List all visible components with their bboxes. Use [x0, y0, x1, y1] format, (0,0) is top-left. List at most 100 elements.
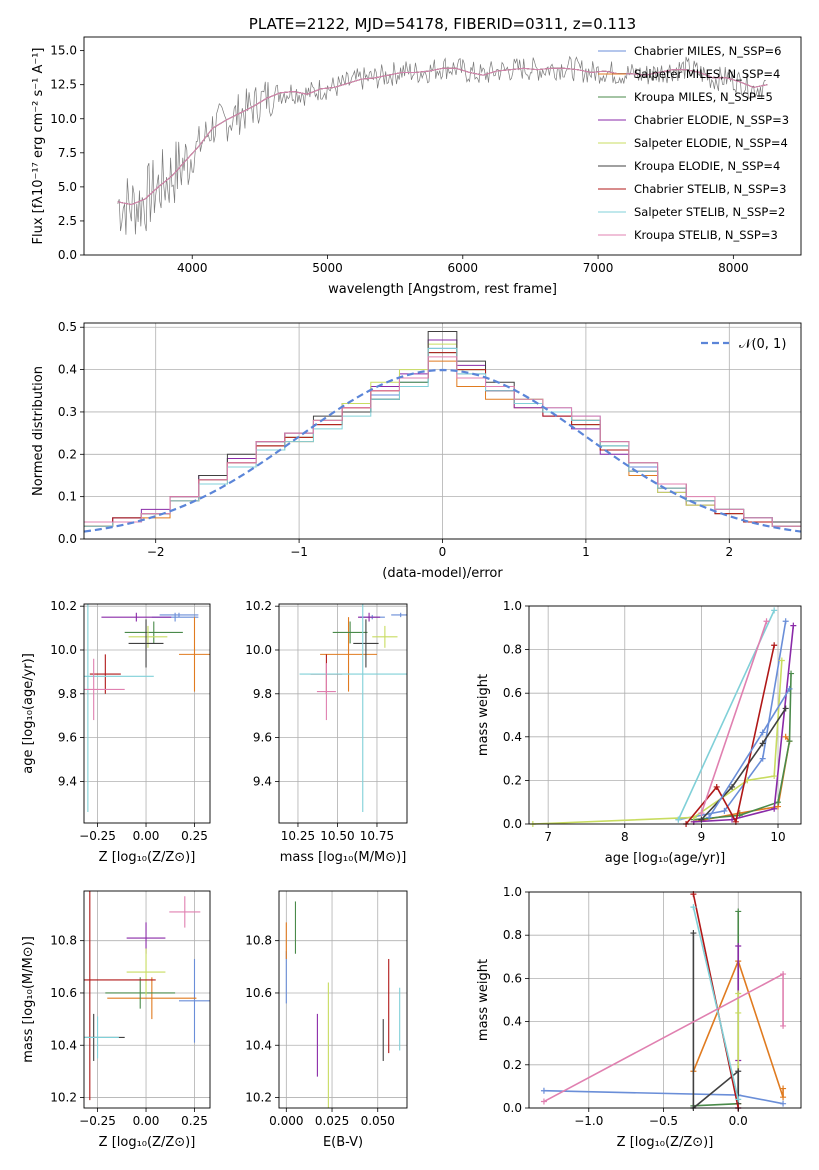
x-tick-label: 5000	[312, 261, 343, 275]
legend-label: Kroupa ELODIE, N_SSP=4	[634, 159, 780, 173]
x-tick-label: 10.50	[320, 829, 354, 843]
y-tick-label: 0.2	[503, 773, 522, 787]
x-tick-label: 10.75	[360, 829, 394, 843]
spectrum-panel: 4000 5000 6000 7000 8000 0.0 2.5 5.0 7.5 10.0 12.5…	[31, 15, 802, 297]
x-tick-label: 7	[544, 830, 552, 844]
x-tick-label: 0.050	[361, 1114, 395, 1128]
legend-label: Salpeter ELODIE, N_SSP=4	[634, 136, 788, 150]
mass-weight-line	[692, 933, 740, 1110]
legend-label: Chabrier STELIB, N_SSP=3	[634, 182, 786, 196]
mass-weight-line	[685, 645, 775, 825]
x-tick-label: 4000	[177, 261, 208, 275]
x-tick-label: 8000	[718, 261, 749, 275]
x-tick-label: −2	[147, 545, 165, 559]
mass-weight-marker	[735, 990, 742, 997]
axes-frame	[528, 891, 802, 1109]
mass-weight-line	[692, 958, 784, 1098]
mass-weight-marker	[735, 1068, 742, 1075]
legend-label: Chabrier ELODIE, N_SSP=3	[634, 113, 789, 127]
x-tick-label: −1.0	[574, 1114, 603, 1128]
mass-weight-marker	[775, 799, 782, 806]
y-tick-label: 10.0	[245, 643, 272, 657]
mass-weight-marker	[780, 1022, 787, 1029]
metallicity-age-panel: −0.25 0.00 0.25 9.4 9.6 9.8 10.0 10.2 Z [log₁₀(Z…	[21, 599, 211, 865]
mass-weight-marker	[735, 1009, 742, 1016]
y-tick-label: 10.2	[245, 1091, 272, 1105]
y-tick-label: 0.2	[503, 1058, 522, 1072]
legend-label: Salpeter MILES, N_SSP=4	[634, 67, 780, 81]
x-tick-label: 0.00	[133, 829, 160, 843]
x-tick-label: 0.000	[269, 1114, 303, 1128]
y-tick-label: 10.4	[245, 1038, 272, 1052]
y-tick-label: 0.5	[58, 320, 77, 334]
legend-label: Chabrier MILES, N_SSP=6	[634, 44, 781, 58]
x-tick-label: 0.25	[181, 829, 208, 843]
mass-weight-marker	[690, 904, 697, 911]
x-tick-label: 2	[725, 545, 733, 559]
y-axis-label: mass [log₁₀(M/M⊙)]	[21, 936, 36, 1063]
y-tick-label: 0.8	[503, 643, 522, 657]
mass-weight-marker	[713, 783, 720, 790]
mass-weight-marker	[771, 642, 778, 649]
y-tick-label: 0.0	[58, 532, 77, 546]
mass-weight-line	[693, 625, 795, 823]
errorbar-plot-area	[285, 901, 401, 1108]
y-tick-label: 0.6	[503, 686, 522, 700]
y-tick-label: 9.8	[253, 687, 272, 701]
y-tick-label: 10.6	[245, 986, 272, 1000]
normal-reference-curve	[84, 368, 801, 533]
x-tick-label: 0.0	[729, 1114, 748, 1128]
mass-weight-marker	[721, 807, 728, 814]
mass-weight-marker	[763, 618, 770, 625]
mass-weight-marker	[735, 1096, 742, 1103]
axes-frame	[83, 890, 211, 1109]
x-axis-label: wavelength [Angstrom, rest frame]	[328, 282, 557, 297]
x-tick-label: −0.25	[79, 1114, 116, 1128]
mass-weight-marker	[729, 783, 736, 790]
chart-title: PLATE=2122, MJD=54178, FIBERID=0311, z=0…	[249, 15, 636, 33]
mass-weight-marker	[540, 1087, 547, 1094]
x-axis-label: Z [log₁₀(Z/Z⊙)]	[99, 850, 196, 865]
mass-weight-marker	[771, 773, 778, 780]
x-axis-label: age [log₁₀(age/yr)]	[605, 851, 726, 866]
y-tick-label: 5.0	[58, 180, 77, 194]
mass-weight-marker	[786, 738, 793, 745]
x-axis-label: (data-model)/error	[382, 566, 503, 581]
y-tick-label: 0.4	[58, 363, 77, 377]
mass-weight-marker	[780, 1085, 787, 1092]
y-tick-label: 0.4	[503, 1015, 522, 1029]
x-tick-label: 8	[621, 830, 629, 844]
x-tick-label: 0.25	[181, 1114, 208, 1128]
metallicity-mass-weight-panel: −1.0 −0.5 0.0 0.0 0.2 0.4 0.6 0.8 1.0 Z [log₁₀(Z/…	[476, 885, 802, 1150]
observed-spectrum-line	[117, 55, 766, 235]
y-tick-label: 9.8	[58, 687, 77, 701]
mass-weight-marker	[778, 657, 785, 664]
y-axis-label: mass weight	[476, 674, 491, 756]
mass-weight-marker	[780, 1094, 787, 1101]
x-tick-label: −0.25	[79, 829, 116, 843]
mass-weight-marker	[540, 1098, 547, 1105]
y-axis-label: age [log₁₀(age/yr)]	[21, 653, 36, 774]
metallicity-mass-panel: −0.25 0.00 0.25 10.2 10.4 10.6 10.8 Z [log₁₀(Z/…	[21, 890, 211, 1150]
x-axis-label: Z [log₁₀(Z/Z⊙)]	[99, 1135, 196, 1150]
mass-weight-marker	[698, 816, 705, 823]
y-tick-label: 0.6	[503, 971, 522, 985]
legend-label: Kroupa STELIB, N_SSP=3	[634, 228, 778, 242]
legend-label: 𝒩(0, 1)	[739, 337, 786, 352]
mass-weight-marker	[780, 1100, 787, 1107]
x-tick-label: 1	[582, 545, 590, 559]
mass-weight-marker	[782, 705, 789, 712]
x-tick-label: 10.25	[281, 829, 315, 843]
y-tick-label: 10.2	[245, 599, 272, 613]
y-tick-label: 9.6	[253, 731, 272, 745]
y-tick-label: 0.0	[503, 1101, 522, 1115]
legend-label: Kroupa MILES, N_SSP=5	[634, 90, 773, 104]
mass-weight-line	[700, 621, 768, 814]
residual-histogram-step	[84, 356, 801, 527]
residual-histogram-step	[84, 347, 801, 527]
residual-plot-area	[84, 330, 801, 533]
y-tick-label: 12.5	[50, 78, 77, 92]
y-tick-label: 0.8	[503, 928, 522, 942]
y-tick-label: 0.0	[503, 817, 522, 831]
y-tick-label: 7.5	[58, 146, 77, 160]
